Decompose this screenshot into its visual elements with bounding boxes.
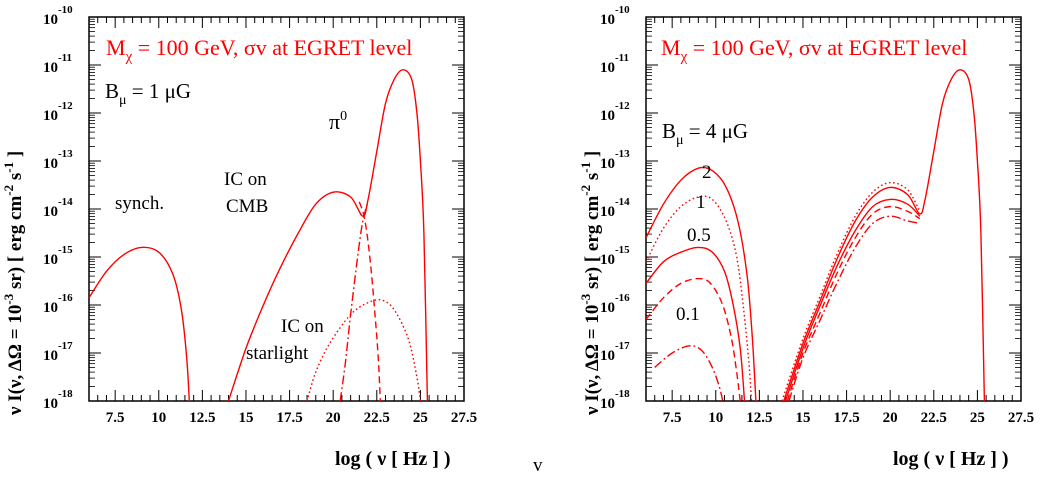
x-tick-label: 27.5 (1008, 410, 1034, 426)
series-line-4 (339, 201, 369, 401)
y-tick-label: 10-13 (43, 148, 73, 172)
y-tick-label: 10-10 (600, 4, 630, 28)
y-tick-label: 10-18 (43, 388, 73, 412)
y-tick-label: 10-15 (43, 244, 73, 268)
left-annotation-synch: synch. (115, 193, 164, 214)
series-line-7 (781, 181, 921, 401)
y-tick-label: 10-16 (43, 292, 73, 316)
series-line-3 (646, 246, 746, 401)
series-line-6 (783, 69, 986, 401)
y-tick-label: 10-14 (43, 196, 73, 220)
x-tick-label: 25 (413, 410, 428, 426)
x-tick-label: 17.5 (833, 410, 859, 426)
y-tick-label: 10-18 (600, 388, 630, 412)
left-annotation-ic-star-1: IC on (281, 316, 324, 337)
series-line-1 (646, 166, 757, 401)
x-tick-label: 20 (326, 410, 341, 426)
left-annotation-bfield: Bμ = 1 μG (105, 79, 191, 108)
y-tick-label: 10-13 (600, 148, 630, 172)
x-tick-label: 20 (883, 410, 898, 426)
left-x-axis-label: log ( ν [ Hz ] ) (335, 448, 451, 470)
y-tick-label: 10-11 (600, 52, 629, 76)
x-tick-label: 15 (795, 410, 810, 426)
y-tick-label: 10-12 (43, 100, 73, 124)
series-line-5 (654, 345, 724, 401)
series-line-8 (784, 198, 921, 401)
y-tick-label: 10-11 (43, 52, 72, 76)
x-tick-label: 7.5 (106, 410, 125, 426)
left-curves (89, 69, 429, 401)
right-annotation-0-5: 0.5 (687, 225, 711, 246)
series-line-3 (358, 201, 381, 401)
series-line-9 (786, 205, 921, 401)
center-mark: v (533, 455, 543, 476)
x-tick-label: 25 (970, 410, 985, 426)
left-annotation-ic-cmb-1: IC on (224, 169, 267, 190)
x-tick-label: 15 (238, 410, 253, 426)
y-tick-label: 10-17 (600, 340, 630, 364)
y-tick-label: 10-16 (600, 292, 630, 316)
x-tick-label: 10 (151, 410, 166, 426)
series-line-1 (89, 246, 190, 401)
x-tick-label: 22.5 (921, 410, 947, 426)
left-annotation-ic-cmb-2: CMB (226, 196, 268, 217)
series-line-2 (227, 69, 429, 401)
y-tick-label: 10-15 (600, 244, 630, 268)
right-ticks: 7.5 10 12.5 15 17.5 20 22.5 25 27.5 10-18 10-17 10-… (600, 4, 1034, 426)
x-tick-label: 12.5 (746, 410, 772, 426)
right-x-axis-label: log ( ν [ Hz ] ) (893, 448, 1009, 470)
series-line-5 (306, 299, 422, 401)
right-annotation-1: 1 (696, 192, 706, 213)
right-annotation-0-1: 0.1 (676, 304, 700, 325)
right-annotation-2: 2 (702, 162, 712, 183)
y-tick-label: 10-14 (600, 196, 630, 220)
y-tick-label: 10-10 (43, 4, 73, 28)
left-panel: 7.5 10 12.5 15 17.5 20 22.5 25 27.5 10-18 10-17 10-… (1, 4, 477, 470)
x-tick-label: 10 (708, 410, 723, 426)
left-annotation-ic-star-2: starlight (246, 343, 309, 364)
right-y-axis-label: ν I(ν, ΔΩ = 10-3 sr) [ erg cm-2 s-1 ] (578, 151, 603, 416)
right-panel: 7.5 10 12.5 15 17.5 20 22.5 25 27.5 10-18 10-17 10-… (578, 4, 1034, 470)
left-chart-title: Mχ = 100 GeV, σv at EGRET level (106, 35, 412, 65)
series-line-10 (788, 215, 920, 401)
left-annotation-pi0: π0 (329, 109, 347, 134)
x-tick-label: 7.5 (663, 410, 682, 426)
x-tick-label: 22.5 (364, 410, 390, 426)
x-tick-label: 12.5 (189, 410, 215, 426)
left-y-axis-label: ν I(ν, ΔΩ = 10-3 sr) [ erg cm-2 s-1 ] (1, 151, 26, 416)
right-curves (646, 69, 986, 401)
y-tick-label: 10-17 (43, 340, 73, 364)
right-chart-title: Mχ = 100 GeV, σv at EGRET level (661, 35, 967, 65)
x-tick-label: 17.5 (276, 410, 302, 426)
series-line-4 (646, 277, 741, 401)
right-annotation-b4: Bμ = 4 μG (662, 119, 748, 148)
left-ticks: 7.5 10 12.5 15 17.5 20 22.5 25 27.5 10-18 10-17 10-… (43, 4, 477, 426)
x-tick-label: 27.5 (451, 410, 477, 426)
y-tick-label: 10-12 (600, 100, 630, 124)
series-line-2 (646, 195, 753, 401)
